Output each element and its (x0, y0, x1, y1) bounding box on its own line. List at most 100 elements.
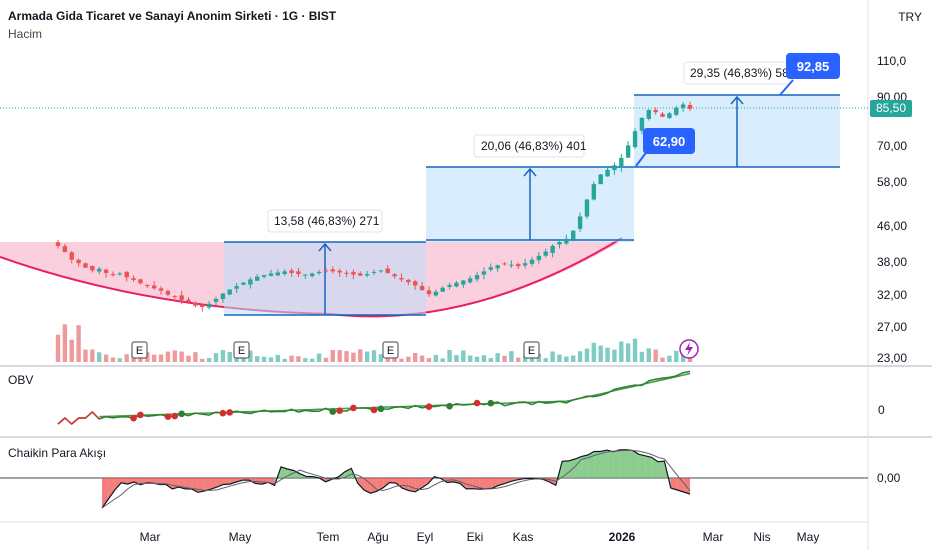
volume-bar (275, 354, 281, 362)
volume-bar (509, 351, 514, 362)
volume-bar (447, 349, 452, 362)
obv-signal-dot (329, 408, 337, 415)
candle-body (83, 263, 88, 268)
candle-body (660, 113, 665, 117)
cmf-fill-segment (421, 478, 428, 488)
candle-body (138, 279, 143, 284)
time-tick-mar-2026: Mar (703, 530, 724, 544)
volume-bar (495, 353, 500, 362)
candle-body (358, 273, 363, 276)
chart-title[interactable]: Armada Gida Ticaret ve Sanayi Anonim Sir… (8, 9, 337, 23)
cmf-fill-segment (651, 457, 659, 478)
time-tick-mar: Mar (140, 530, 161, 544)
cmf-pane-label[interactable]: Chaikin Para Akışı (8, 446, 107, 460)
obv-signal-dot (446, 402, 453, 410)
volume-bar (110, 357, 116, 362)
volume-bar (186, 355, 191, 362)
candle-body (467, 278, 473, 283)
volume-bar (227, 351, 232, 362)
candle-body (419, 285, 425, 291)
earnings-marker-3[interactable]: E (382, 341, 399, 359)
candle-body (481, 271, 487, 275)
candle-body (261, 275, 267, 277)
candle-body (399, 277, 404, 280)
earnings-marker-1[interactable]: E (131, 341, 148, 359)
earnings-marker-4[interactable]: E (523, 341, 540, 359)
currency-label[interactable]: TRY (898, 10, 922, 24)
volume-bar (481, 355, 487, 362)
candle-body (103, 269, 109, 273)
candle-body (564, 238, 569, 244)
candle-body (371, 271, 377, 273)
volume-bar (392, 355, 397, 362)
volume-bar (62, 324, 68, 362)
volume-bar (193, 352, 198, 362)
candle-body (145, 284, 150, 287)
time-axis[interactable]: Mar May Tem Ağu Eyl Eki Kas 2026 Mar Nis… (140, 530, 820, 544)
candle-body (344, 272, 349, 274)
cmf-fill-segment (287, 469, 294, 478)
candle-body (330, 269, 335, 272)
candle-body (62, 246, 68, 253)
volume-bar (502, 355, 507, 362)
obv-signal-dot (473, 399, 481, 407)
candle-body (151, 285, 157, 289)
volume-bar (406, 356, 411, 362)
candle-body (612, 165, 617, 171)
cmf-line (101, 449, 691, 509)
volume-bar (680, 352, 686, 362)
volume-bar (612, 349, 617, 362)
volume-bar (268, 357, 274, 362)
candle-body (674, 107, 679, 115)
candle-body (543, 251, 548, 256)
volume-bar (639, 351, 645, 362)
candle-body (440, 287, 445, 292)
volume-bar (619, 341, 624, 362)
candle-body (186, 299, 191, 302)
cmf-fill-segment (485, 478, 492, 489)
volume-bar (124, 354, 129, 362)
cmf-fill-segment (357, 478, 365, 490)
cmf-fill-segment (108, 478, 115, 499)
cmf-fill-segment (255, 478, 262, 485)
measure-label-2: 20,06 (46,83%) 401 (473, 134, 587, 158)
candle-body (667, 113, 672, 119)
candle-body (447, 284, 452, 287)
volume-bar (351, 352, 356, 362)
volume-bar (344, 351, 349, 362)
lightning-icon[interactable] (679, 339, 699, 359)
earnings-marker-1-text: E (136, 345, 143, 357)
candle-body (282, 271, 287, 274)
candle-body (268, 273, 274, 276)
price-tick-27: 27,00 (877, 320, 907, 334)
candle-body (158, 288, 164, 291)
volume-bar (461, 350, 466, 362)
candle-body (433, 291, 439, 296)
earnings-marker-2-text: E (238, 345, 245, 357)
obv-signal-dot (350, 404, 357, 412)
volume-label[interactable]: Hacim (8, 27, 43, 41)
obv-signal-dot (377, 405, 385, 413)
obv-signal-dot (130, 414, 137, 422)
volume-bar (529, 357, 535, 362)
volume-bar (330, 349, 335, 362)
volume-bar (557, 354, 562, 362)
volume-bar (591, 342, 597, 362)
cmf-fill-segment (344, 468, 352, 478)
volume-bar (234, 356, 239, 362)
volume-bar (605, 347, 610, 362)
obv-pane-label[interactable]: OBV (8, 373, 34, 387)
earnings-marker-2[interactable]: E (233, 341, 250, 359)
volume-bar (69, 339, 74, 362)
candle-body (413, 281, 418, 286)
candle-body (296, 271, 301, 275)
cmf-fill-segment (613, 449, 620, 478)
price-axis[interactable]: 110,0 90,00 70,00 58,00 46,00 38,00 32,0… (877, 54, 907, 365)
cmf-fill-segment (638, 454, 646, 478)
candle-body (90, 265, 95, 271)
volume-bar (282, 358, 287, 362)
candle-body (488, 267, 493, 270)
last-price-text: 85,50 (876, 101, 906, 115)
time-tick-nis: Nis (753, 530, 770, 544)
volume-bar (584, 348, 590, 362)
